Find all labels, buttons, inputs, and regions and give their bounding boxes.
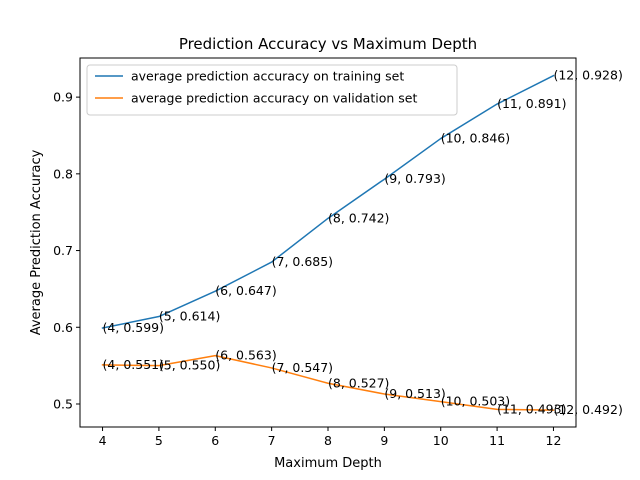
data-label: (9, 0.793) [384, 171, 445, 186]
legend-label-training: average prediction accuracy on training … [131, 69, 404, 84]
x-tick-label: 12 [546, 433, 562, 448]
y-tick-label: 0.9 [53, 90, 73, 105]
y-tick-label: 0.6 [53, 320, 73, 335]
data-label: (10, 0.846) [441, 131, 510, 146]
x-tick-label: 9 [380, 433, 388, 448]
y-axis-label: Average Prediction Accuracy [29, 149, 44, 335]
data-label: (7, 0.547) [272, 360, 333, 375]
y-tick-label: 0.8 [53, 166, 73, 181]
data-label: (12, 0.492) [553, 402, 622, 417]
y-axis-ticks: 0.5 0.6 0.7 0.8 0.9 [53, 90, 80, 411]
data-label: (5, 0.614) [159, 309, 220, 324]
data-label: (11, 0.493) [497, 401, 566, 416]
x-axis-label: Maximum Depth [274, 456, 382, 471]
x-tick-label: 4 [99, 433, 107, 448]
legend-label-validation: average prediction accuracy on validatio… [131, 91, 417, 106]
x-axis-ticks: 4 5 6 7 8 9 10 11 12 [99, 427, 562, 448]
data-label: (8, 0.742) [328, 210, 389, 225]
series-line-0 [101, 74, 555, 329]
data-label: (5, 0.550) [159, 358, 220, 373]
y-tick-label: 0.5 [53, 396, 73, 411]
data-label: (6, 0.647) [215, 283, 276, 298]
data-label: (4, 0.599) [103, 320, 164, 335]
data-label: (12, 0.928) [553, 68, 622, 83]
chart-title: Prediction Accuracy vs Maximum Depth [179, 35, 477, 53]
x-tick-label: 8 [324, 433, 332, 448]
data-label: (9, 0.513) [384, 386, 445, 401]
x-tick-label: 11 [489, 433, 505, 448]
legend-box [86, 64, 458, 116]
x-tick-label: 6 [211, 433, 219, 448]
data-label: (4, 0.551) [103, 357, 164, 372]
data-label: (11, 0.891) [497, 96, 566, 111]
data-label: (6, 0.563) [215, 348, 276, 363]
x-tick-label: 5 [155, 433, 163, 448]
data-label: (8, 0.527) [328, 375, 389, 390]
legend: average prediction accuracy on training … [86, 64, 458, 116]
series-layer [101, 74, 555, 411]
y-tick-label: 0.7 [53, 243, 73, 258]
annotation-layer: (4, 0.599)(5, 0.614) (6, 0.647) (7, 0.685)… [103, 68, 623, 417]
data-label: (10, 0.503) [441, 394, 510, 409]
data-label: (7, 0.685) [272, 254, 333, 269]
series-line-1 [101, 354, 555, 411]
x-tick-label: 7 [268, 433, 276, 448]
x-tick-label: 10 [433, 433, 449, 448]
